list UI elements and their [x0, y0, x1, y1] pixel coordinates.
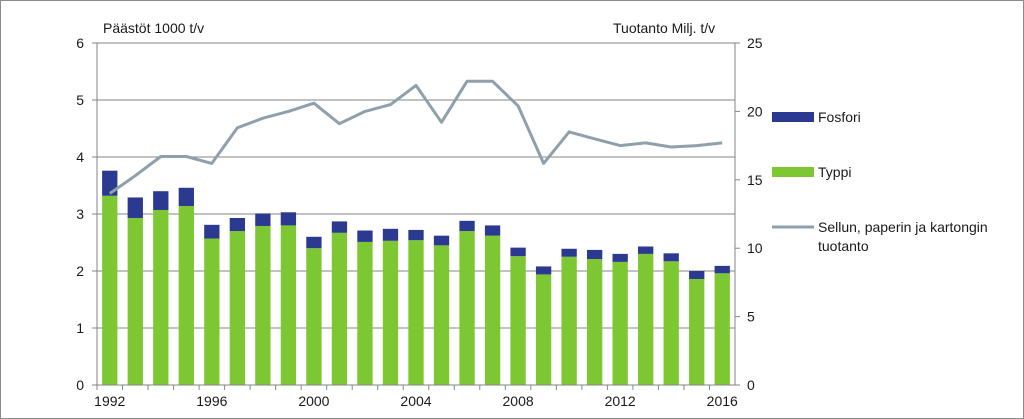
bar-fosfori	[663, 253, 679, 262]
bar-typpi	[638, 253, 654, 385]
bar-fosfori	[357, 230, 373, 242]
bar-fosfori	[408, 229, 424, 241]
bar-typpi	[306, 248, 322, 385]
bar-fosfori	[535, 266, 552, 275]
y-right-tick-label: 5	[747, 309, 755, 325]
y-left-tick-label: 1	[76, 320, 84, 336]
bar-fosfori	[306, 236, 322, 249]
bar-typpi	[204, 238, 220, 385]
bar-typpi	[689, 278, 705, 385]
y-right-tick-label: 15	[747, 172, 763, 188]
bar-typpi	[408, 240, 424, 385]
y-right-tick-label: 0	[747, 377, 755, 393]
bar-fosfori	[127, 197, 143, 218]
bar-typpi	[561, 256, 577, 385]
bar-fosfori	[459, 220, 475, 232]
x-tick-label: 2008	[503, 393, 534, 409]
legend-label-line-part1: Sellun, paperin ja kartongin	[818, 219, 988, 235]
bar-typpi	[229, 231, 246, 385]
production-line-path	[108, 79, 723, 195]
bar-typpi	[153, 210, 169, 385]
bar-typpi	[280, 225, 297, 385]
bar-fosfori	[331, 221, 348, 233]
y-left-tick-label: 6	[76, 35, 84, 51]
bar-fosfori	[255, 213, 271, 226]
bar-fosfori	[433, 235, 450, 246]
x-tick-label: 2012	[605, 393, 636, 409]
bar-typpi	[382, 240, 399, 385]
legend-label-fosfori: Fosfori	[818, 109, 861, 125]
legend-label-typpi: Typpi	[818, 164, 851, 180]
bar-typpi	[102, 195, 118, 385]
bar-typpi	[714, 273, 730, 385]
bar-typpi	[255, 225, 271, 385]
bar-typpi	[612, 261, 628, 385]
bar-typpi	[433, 245, 450, 385]
right-axis-title: Tuotanto Milj. t/v	[613, 20, 715, 36]
bar-typpi	[663, 261, 679, 385]
bar-fosfori	[484, 225, 501, 236]
y-left-tick-label: 3	[76, 206, 84, 222]
bar-typpi	[127, 217, 143, 385]
legend-swatch-fosfori	[772, 112, 814, 122]
y-right-tick-label: 20	[747, 103, 763, 119]
production-line	[108, 79, 723, 195]
bar-fosfori	[510, 247, 526, 257]
bar-typpi	[357, 241, 373, 385]
bar-typpi	[484, 235, 501, 385]
bar-fosfori	[229, 217, 246, 232]
y-right-tick-label: 25	[747, 35, 763, 51]
bar-typpi	[331, 232, 348, 385]
y-left-tick-label: 4	[76, 149, 84, 165]
legend-label-line-part2: tuotanto	[818, 238, 869, 254]
x-tick-label: 1996	[196, 393, 227, 409]
y-right-tick-label: 10	[747, 240, 763, 256]
bar-fosfori	[178, 187, 194, 207]
bar-fosfori	[204, 224, 220, 239]
bar-fosfori	[153, 191, 169, 211]
bars	[102, 170, 730, 385]
y-left-tick-label: 5	[76, 92, 84, 108]
legend-label-line: Sellun, paperin ja kartongin tuotanto	[818, 219, 988, 254]
bar-fosfori	[280, 212, 297, 226]
y-left-tick-label: 0	[76, 377, 84, 393]
bar-fosfori	[561, 248, 577, 257]
legend-swatch-typpi	[772, 167, 814, 177]
x-tick-label: 1992	[94, 393, 125, 409]
gridlines	[97, 42, 735, 329]
left-axis-title: Päästöt 1000 t/v	[103, 20, 204, 36]
bar-typpi	[510, 256, 526, 385]
bar-typpi	[535, 274, 552, 385]
x-tick-label: 2004	[400, 393, 431, 409]
bar-fosfori	[382, 228, 399, 241]
legend: Fosfori Typpi Sellun, paperin ja kartong…	[772, 109, 988, 254]
x-tick-label: 2000	[298, 393, 329, 409]
bar-fosfori	[612, 253, 628, 262]
bar-typpi	[586, 259, 603, 385]
bar-fosfori	[689, 271, 705, 279]
bar-fosfori	[586, 249, 603, 260]
bar-fosfori	[714, 265, 730, 274]
bar-typpi	[178, 206, 194, 385]
x-tick-label: 2016	[707, 393, 738, 409]
bar-typpi	[459, 231, 475, 385]
bar-fosfori	[638, 246, 654, 254]
y-left-tick-label: 2	[76, 263, 84, 279]
axes: 0 1 2 3 4 5 6 0 5 10 15 20 25 1992 1996 2000 2004 2008 201…	[76, 35, 763, 409]
